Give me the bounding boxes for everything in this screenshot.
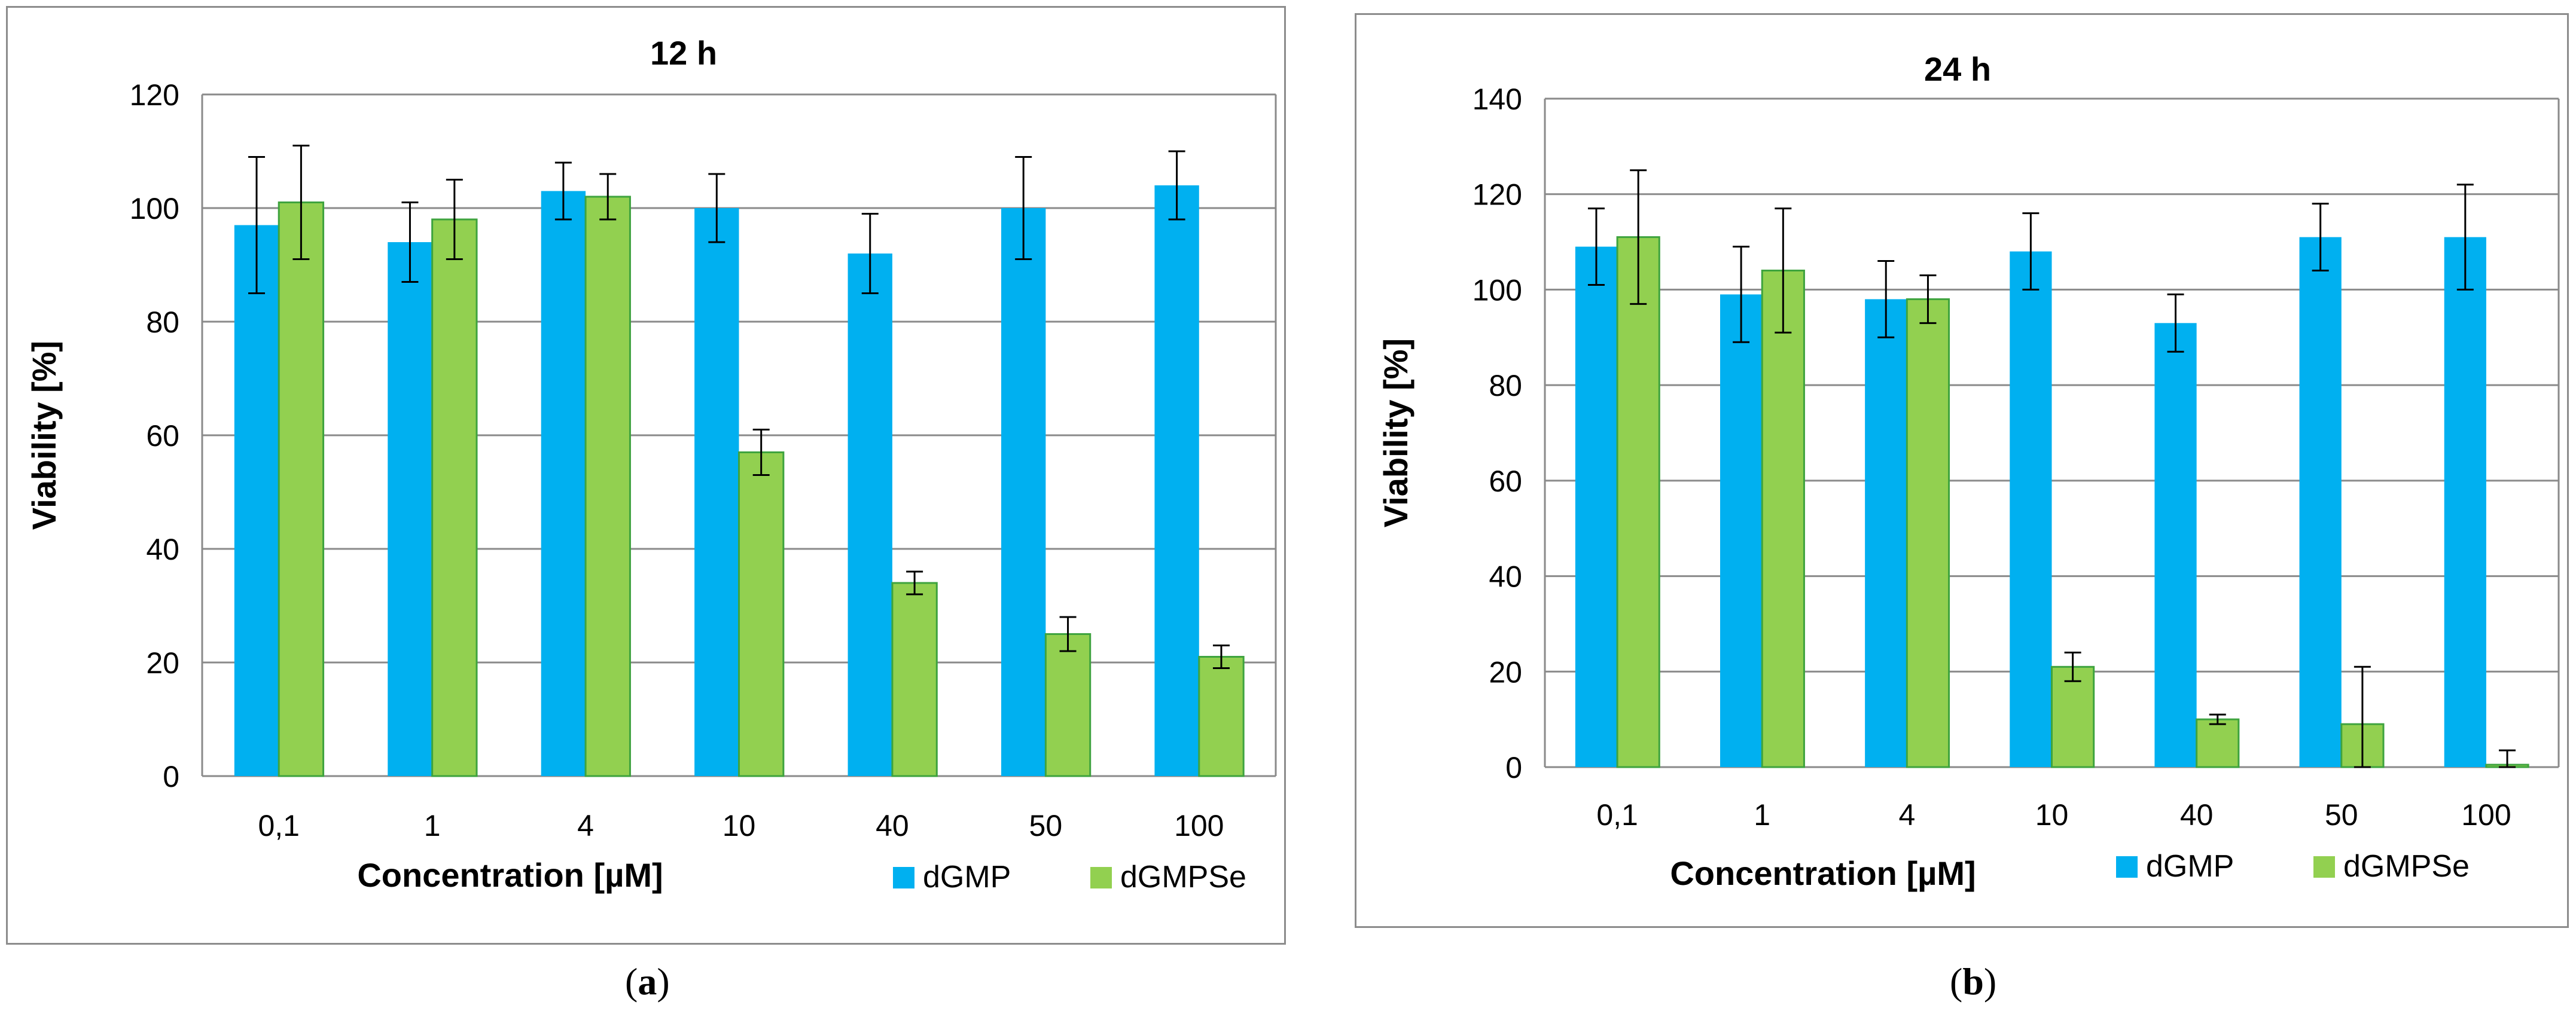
y-tick-label: 80 xyxy=(1489,369,1522,402)
y-tick-label: 80 xyxy=(146,306,179,339)
x-tick-label: 0,1 xyxy=(258,809,300,842)
y-tick-label: 20 xyxy=(146,646,179,680)
legend-swatch-dGMPSe xyxy=(2313,856,2335,878)
bar-dGMPSe xyxy=(431,218,478,777)
bar-dGMPSe xyxy=(891,582,938,777)
bar-dGMPSe xyxy=(1761,269,1805,768)
x-tick-label: 0,1 xyxy=(1596,798,1638,832)
bar-dGMPSe xyxy=(2051,665,2095,768)
bar-dGMPSe xyxy=(2196,718,2240,768)
y-tick-label: 40 xyxy=(146,533,179,566)
y-tick-label: 120 xyxy=(130,78,179,112)
x-tick-label: 40 xyxy=(2180,798,2214,832)
bar-dGMP xyxy=(2444,237,2486,768)
y-tick-label: 60 xyxy=(1489,465,1522,498)
caption-b-letter: b xyxy=(1962,960,1984,1003)
x-axis-label: Concentration [µM] xyxy=(1670,854,1976,892)
y-tick-label: 0 xyxy=(163,760,179,793)
bar-dGMPSe xyxy=(1906,298,1950,768)
legend-swatch-dGMPSe xyxy=(1090,867,1112,888)
legend-swatch-dGMP xyxy=(2116,856,2138,878)
x-tick-label: 100 xyxy=(2461,798,2511,832)
y-tick-label: 140 xyxy=(1473,83,1522,116)
legend-label-dGMPSe: dGMPSe xyxy=(2343,849,2470,884)
bar-dGMP xyxy=(848,254,892,776)
bar-dGMP xyxy=(234,225,279,776)
x-tick-label: 4 xyxy=(1898,798,1915,832)
chart-panel-a: 0 20 40 60 80 100 120 0,1 1 4 10 40 50 100 12 h Viabili… xyxy=(6,6,1286,945)
x-tick-label: 4 xyxy=(577,809,594,842)
x-tick-label: 10 xyxy=(2035,798,2069,832)
y-axis-label: Viability [%] xyxy=(25,341,63,530)
x-tick-label: 40 xyxy=(876,809,909,842)
bar-dGMPSe xyxy=(1198,656,1245,777)
y-tick-label: 100 xyxy=(130,192,179,225)
caption-a: (a) xyxy=(625,960,670,1003)
bar-dGMP xyxy=(541,191,586,776)
bar-dGMP xyxy=(1720,294,1763,767)
x-tick-label: 50 xyxy=(2325,798,2358,832)
bar-dGMP xyxy=(1001,208,1046,776)
y-tick-label: 20 xyxy=(1489,655,1522,689)
x-tick-label: 1 xyxy=(424,809,441,842)
caption-b: (b) xyxy=(1950,960,1997,1003)
bar-dGMP xyxy=(388,242,432,776)
bar-dGMPSe xyxy=(738,451,785,777)
legend-label-dGMP: dGMP xyxy=(923,860,1011,894)
bar-dGMP xyxy=(694,208,739,776)
legend-label-dGMPSe: dGMPSe xyxy=(1120,860,1246,894)
y-tick-label: 100 xyxy=(1473,273,1522,307)
y-tick-label: 0 xyxy=(1505,751,1522,784)
x-axis-label: Concentration [µM] xyxy=(357,856,663,894)
x-tick-label: 1 xyxy=(1754,798,1770,832)
chart-title: 12 h xyxy=(650,34,717,72)
y-tick-label: 60 xyxy=(146,419,179,453)
bar-dGMPSe xyxy=(278,201,325,777)
y-tick-label: 40 xyxy=(1489,560,1522,594)
bar-dGMP xyxy=(1575,246,1618,767)
caption-a-letter: a xyxy=(638,960,657,1003)
bar-dGMPSe xyxy=(584,196,631,777)
x-tick-label: 50 xyxy=(1029,809,1063,842)
chart-svg-a: 0 20 40 60 80 100 120 0,1 1 4 10 40 50 100 12 h Viabili… xyxy=(25,34,1277,894)
bar-dGMP xyxy=(2154,323,2197,767)
x-tick-label: 100 xyxy=(1174,809,1224,842)
chart-svg-b: 0 20 40 60 80 100 120 140 0,1 1 4 10 40 50 100 24 h Viab… xyxy=(1377,50,2560,892)
bar-dGMP xyxy=(2010,251,2052,767)
chart-panel-b: 0 20 40 60 80 100 120 140 0,1 1 4 10 40 50 100 24 h Viab… xyxy=(1355,13,2569,928)
bar-dGMP xyxy=(1865,299,1907,767)
x-tick-label: 10 xyxy=(723,809,756,842)
chart-title: 24 h xyxy=(1924,50,1991,88)
bar-dGMP xyxy=(2299,237,2342,768)
legend-label-dGMP: dGMP xyxy=(2146,849,2234,884)
bar-dGMPSe xyxy=(1616,236,1660,768)
bar-dGMP xyxy=(1154,185,1199,776)
legend-swatch-dGMP xyxy=(893,867,914,888)
bar-dGMPSe xyxy=(1044,633,1092,777)
y-axis-label: Viability [%] xyxy=(1377,338,1414,527)
y-tick-label: 120 xyxy=(1473,178,1522,212)
